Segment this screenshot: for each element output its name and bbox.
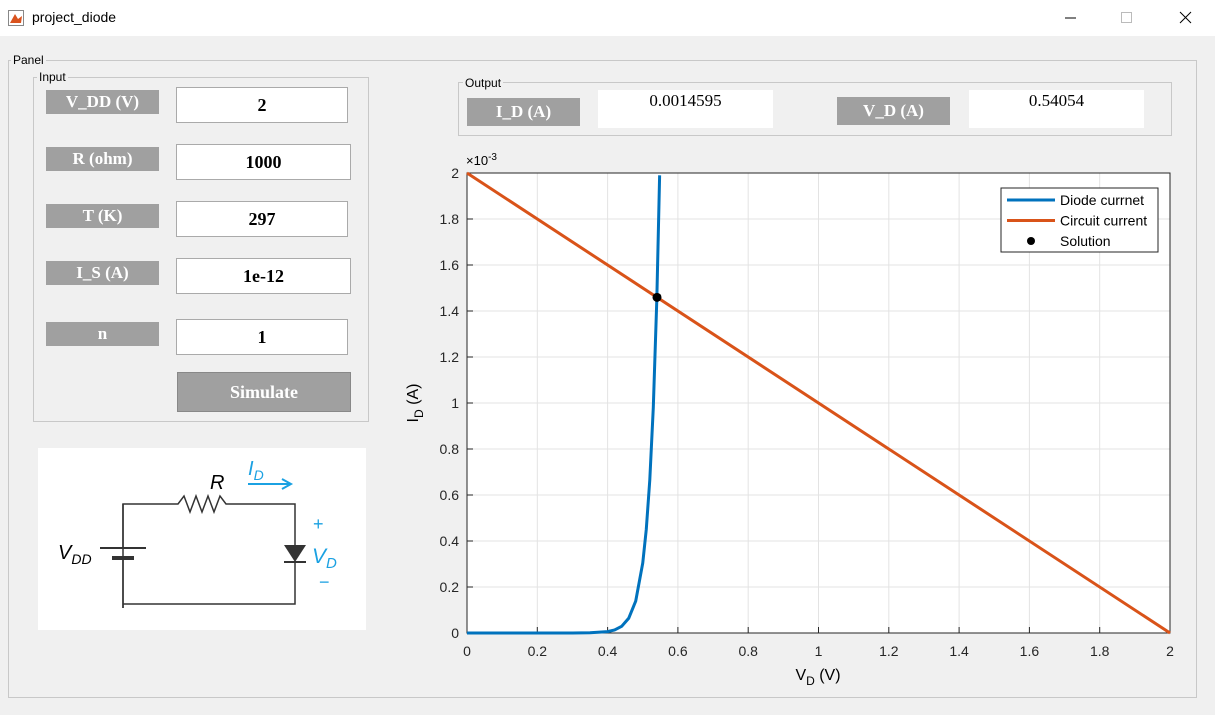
y-tick-label: 0.8 [440,441,460,457]
output-label: V_D (A) [837,97,950,125]
input-label: T (K) [46,204,159,228]
resistor-label: R [210,472,224,494]
x-tick-label: 0 [463,643,471,659]
circuit-diagram: R ID + VD − VDD [38,448,366,630]
solution-point [652,292,662,302]
minus-label: − [319,572,330,592]
y-tick-label: 0.6 [440,487,460,503]
input-label: n [46,322,159,346]
current-label: ID [248,458,264,483]
input-group [33,77,369,422]
panel-title: Panel [11,53,46,67]
input-field[interactable]: 297 [176,201,348,237]
output-title: Output [463,76,504,90]
vd-label: VD [312,545,337,572]
input-field[interactable]: 2 [176,87,348,123]
y-tick-label: 1 [451,395,459,411]
x-tick-label: 0.4 [598,643,618,659]
y-tick-label: 1.4 [440,303,460,319]
y-tick-label: 0.4 [440,533,460,549]
window-title: project_diode [32,9,117,25]
output-value: 0.54054 [969,90,1144,128]
x-tick-label: 0.8 [738,643,758,659]
input-label: R (ohm) [46,147,159,171]
legend-label: Circuit current [1060,213,1147,229]
x-tick-label: 2 [1166,643,1174,659]
legend-label: Diode currnet [1060,192,1144,208]
chart: ×10-3 VD (V) ID (A) 0 0.2 0.4 0.6 0.8 1 1.2 1.4… [405,152,1174,688]
output-label: I_D (A) [467,98,580,126]
window-controls[interactable] [1050,0,1215,36]
panel [8,60,1197,698]
legend-label: Solution [1060,233,1111,249]
x-tick-label: 1.4 [949,643,969,659]
series-line [466,171,1171,635]
plus-label: + [313,514,324,534]
x-axis-label: VD (V) [795,667,840,688]
simulate-button[interactable]: Simulate [177,372,351,412]
y-axis-label: ID (A) [405,384,426,423]
series-line [467,175,662,635]
legend-marker [1027,237,1035,245]
x-tick-label: 1.8 [1090,643,1110,659]
y-tick-label: 1.6 [440,257,460,273]
output-group [458,82,1172,136]
y-tick-label: 1.2 [440,349,460,365]
x-tick-label: 0.2 [528,643,548,659]
x-tick-label: 1.6 [1020,643,1040,659]
input-label: V_DD (V) [46,90,159,114]
input-title: Input [37,70,68,84]
output-value: 0.0014595 [598,90,773,128]
input-label: I_S (A) [46,261,159,285]
app-icon [8,10,24,26]
x-tick-label: 1.2 [879,643,899,659]
y-tick-label: 2 [451,165,459,181]
x-tick-label: 0.6 [668,643,688,659]
input-field[interactable]: 1e-12 [176,258,351,294]
input-field[interactable]: 1000 [176,144,351,180]
y-tick-label: 0.2 [440,579,460,595]
y-exponent: ×10-3 [466,152,497,168]
vdd-label: VDD [58,542,92,567]
input-field[interactable]: 1 [176,319,348,355]
title-bar: project_diode [0,0,1215,36]
y-tick-label: 0 [451,625,459,641]
axes-box [466,172,1171,634]
y-tick-label: 1.8 [440,211,460,227]
x-tick-label: 1 [815,643,823,659]
